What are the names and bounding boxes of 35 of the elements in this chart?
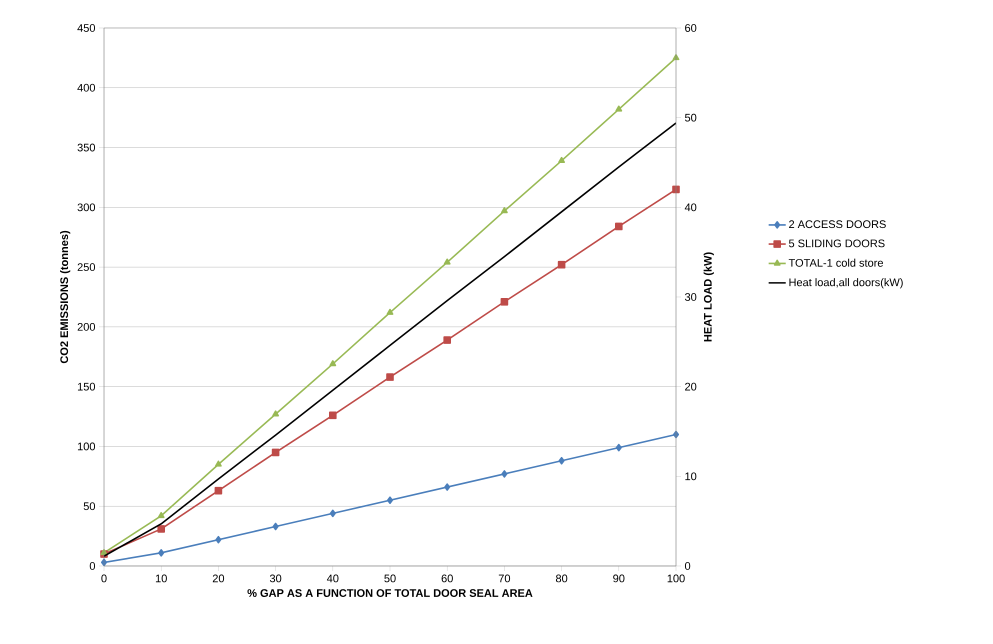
y-tick-label: 450 [77,24,96,32]
y-tick-label: 200 [78,322,96,331]
y-tick-label: 300 [78,203,96,212]
y-tick-label: 0 [90,562,96,570]
y-tick-label: 350 [78,144,96,152]
y-tick-label: 400 [77,84,96,92]
y2-axis-title: HEAT LOAD (kW) [704,252,714,342]
legend-label: 5 SLIDING DOORS [788,239,885,248]
y-tick-label: 150 [78,382,96,391]
x-tick-label: 0 [101,574,107,582]
x-tick-label: 90 [613,574,624,582]
x-tick-label: 30 [270,574,282,582]
y-tick-label: 50 [84,502,96,510]
y2-tick-label: 30 [684,293,696,301]
x-tick-label: 70 [498,574,510,582]
x-tick-label: 50 [384,574,396,582]
legend-label: TOTAL-1 cold store [788,258,883,267]
legend-label: 2 ACCESS DOORS [789,220,886,228]
x-tick-label: 20 [212,574,224,582]
y-tick-label: 100 [78,442,96,450]
x-tick-label: 40 [326,574,338,582]
y2-tick-label: 50 [684,114,696,122]
y2-tick-label: 10 [685,472,696,480]
x-tick-label: 100 [668,574,685,582]
y2-tick-label: 60 [685,24,696,32]
x-tick-label: 60 [442,574,453,582]
legend-label: Heat load,all doors(kW) [789,278,903,288]
x-axis-title: % GAP AS A FUNCTION OF TOTAL DOOR SEAL AREA [247,589,533,597]
y2-tick-label: 40 [684,203,696,212]
x-tick-label: 80 [556,574,568,582]
y-axis-title: CO2 EMISSIONS (tonnes) [60,230,70,364]
y2-tick-label: 0 [684,562,690,570]
y2-tick-label: 20 [685,382,696,391]
x-tick-label: 10 [156,574,167,582]
y-tick-label: 250 [78,263,96,271]
